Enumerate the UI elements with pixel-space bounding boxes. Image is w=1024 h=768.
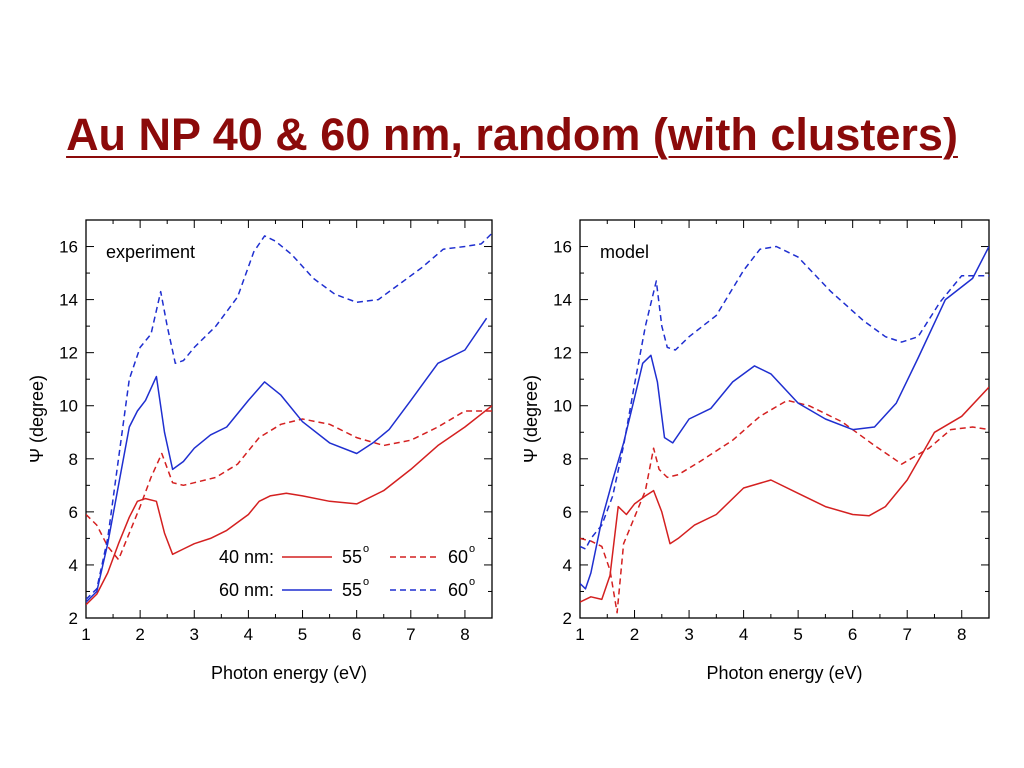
legend-dashed-label: 60 — [448, 547, 468, 567]
series-line-red-solid — [86, 405, 492, 606]
legend-degree-mark: o — [469, 543, 475, 555]
slide-title: Au NP 40 & 60 nm, random (with clusters) — [0, 108, 1024, 204]
legend-solid-label: 55 — [342, 580, 362, 600]
series-line-blue-dashed — [86, 232, 492, 600]
x-tick-label: 8 — [460, 625, 469, 644]
y-tick-label: 6 — [69, 503, 78, 522]
series-line-blue-dashed — [580, 245, 989, 550]
x-tick-label: 7 — [902, 625, 911, 644]
x-tick-label: 2 — [135, 625, 144, 644]
plot-frame — [579, 219, 990, 619]
y-tick-label: 2 — [69, 609, 78, 628]
y-tick-label: 8 — [69, 450, 78, 469]
x-tick-label: 5 — [298, 625, 307, 644]
x-axis-label: Photon energy (eV) — [211, 663, 367, 683]
x-tick-label: 5 — [793, 625, 802, 644]
y-tick-label: 16 — [553, 238, 572, 257]
y-tick-label: 4 — [69, 556, 78, 575]
series-line-red-dashed — [86, 410, 492, 561]
x-tick-label: 4 — [739, 625, 748, 644]
plot-frame — [85, 219, 493, 619]
y-tick-label: 14 — [59, 291, 78, 310]
x-tick-label: 1 — [81, 625, 90, 644]
x-tick-label: 7 — [406, 625, 415, 644]
x-tick-label: 2 — [630, 625, 639, 644]
y-tick-label: 6 — [563, 503, 572, 522]
panel-label: experiment — [106, 242, 195, 262]
y-tick-label: 8 — [563, 450, 572, 469]
y-tick-label: 14 — [553, 291, 572, 310]
chart-area-background — [0, 204, 1024, 768]
y-tick-label: 10 — [59, 397, 78, 416]
legend-degree-mark: o — [363, 576, 369, 588]
panel-label: model — [600, 242, 649, 262]
series-line-blue-solid — [86, 317, 488, 603]
x-tick-label: 3 — [684, 625, 693, 644]
y-tick-label: 2 — [563, 609, 572, 628]
legend-row-label: 60 nm: — [219, 580, 274, 600]
y-tick-label: 12 — [553, 344, 572, 363]
y-axis-label: Ψ (degree) — [27, 375, 47, 463]
legend-solid-label: 55 — [342, 547, 362, 567]
series-line-red-solid — [580, 386, 989, 603]
y-tick-label: 10 — [553, 397, 572, 416]
legend-dashed-label: 60 — [448, 580, 468, 600]
y-axis-label: Ψ (degree) — [521, 375, 541, 463]
legend-row-label: 40 nm: — [219, 547, 274, 567]
slide-title-text: Au NP 40 & 60 nm, random (with clusters) — [66, 109, 958, 160]
x-tick-label: 8 — [957, 625, 966, 644]
x-tick-label: 6 — [848, 625, 857, 644]
series-line-red-dashed — [580, 399, 989, 614]
legend-degree-mark: o — [469, 576, 475, 588]
x-tick-label: 4 — [244, 625, 253, 644]
y-tick-label: 16 — [59, 238, 78, 257]
legend-degree-mark: o — [363, 543, 369, 555]
y-tick-label: 4 — [563, 556, 572, 575]
x-tick-label: 3 — [190, 625, 199, 644]
x-axis-label: Photon energy (eV) — [706, 663, 862, 683]
series-line-blue-solid — [580, 246, 989, 590]
x-tick-label: 1 — [575, 625, 584, 644]
x-tick-label: 6 — [352, 625, 361, 644]
y-tick-label: 12 — [59, 344, 78, 363]
